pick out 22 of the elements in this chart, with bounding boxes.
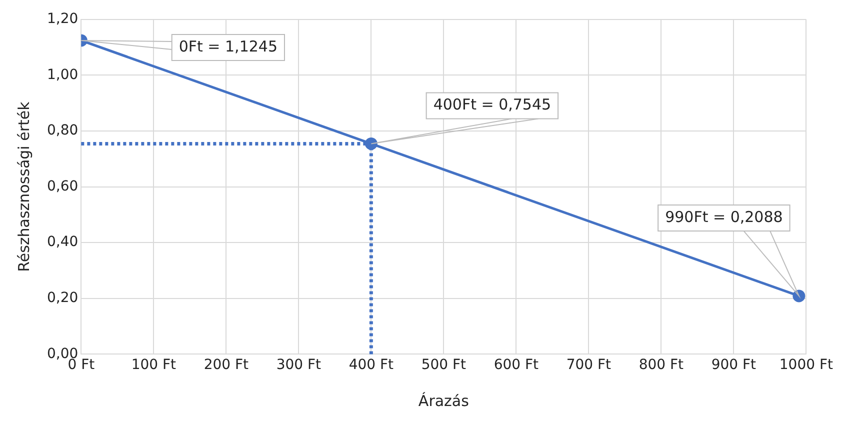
x-tick-label: 300 Ft [276,357,322,374]
y-tick-label: 1,20 [47,11,78,28]
annotation: 400Ft = 0,7545 [433,96,552,114]
y-axis-title: Részhasznossági érték [14,101,33,272]
x-tick-label: 500 Ft [421,357,467,374]
x-tick-label: 800 Ft [638,357,684,374]
x-axis-title: Árazás [418,392,470,410]
y-tick-label: 0,80 [47,122,78,139]
annotation: 0Ft = 1,1245 [178,37,278,56]
x-tick-label: 0 Ft [68,357,96,374]
x-tick-label: 700 Ft [566,357,612,374]
y-tick-label: 0,20 [47,290,78,306]
annotation: 990Ft = 0,2088 [665,208,783,226]
y-tick-label: 0,40 [47,234,78,250]
x-tick-label: 600 Ft [494,357,540,374]
x-tick-label: 400 Ft [348,357,394,374]
x-tick-label: 200 Ft [204,357,250,374]
x-tick-label: 900 Ft [711,357,757,374]
y-tick-label: 1,00 [47,66,78,83]
x-tick-label: 100 Ft [131,357,177,374]
y-tick-label: 0,60 [47,178,78,194]
x-tick-label: 1000 Ft [779,357,834,374]
